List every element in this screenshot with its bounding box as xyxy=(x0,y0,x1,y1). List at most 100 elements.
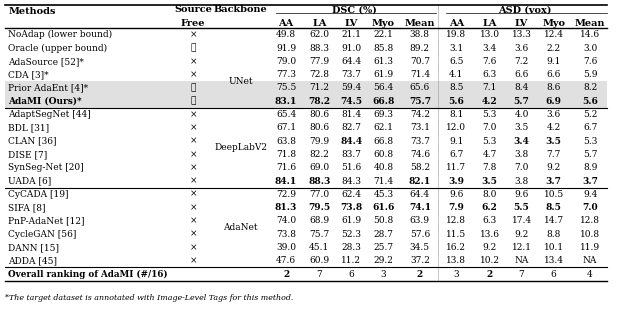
Text: 5.6: 5.6 xyxy=(582,97,598,106)
Text: LV: LV xyxy=(345,19,358,28)
Text: 81.3: 81.3 xyxy=(275,203,297,212)
Text: AdaptSegNet [44]: AdaptSegNet [44] xyxy=(8,110,91,119)
Text: 28.7: 28.7 xyxy=(373,230,394,239)
Text: BDL [31]: BDL [31] xyxy=(8,123,49,132)
Text: 19.8: 19.8 xyxy=(446,30,467,39)
Text: 61.3: 61.3 xyxy=(373,57,394,66)
Bar xyxy=(212,121,269,134)
Text: ✓: ✓ xyxy=(191,97,196,106)
Text: ×: × xyxy=(189,256,197,265)
Text: 11.9: 11.9 xyxy=(580,243,600,252)
Text: 58.2: 58.2 xyxy=(410,163,430,172)
Text: 7.8: 7.8 xyxy=(483,163,497,172)
Text: 12.0: 12.0 xyxy=(446,123,467,132)
Bar xyxy=(212,188,269,201)
Text: 6.7: 6.7 xyxy=(583,123,597,132)
Text: 17.4: 17.4 xyxy=(511,216,532,225)
Text: 3.5: 3.5 xyxy=(482,176,497,185)
Text: 72.9: 72.9 xyxy=(276,190,296,199)
Text: 3.1: 3.1 xyxy=(449,44,463,53)
Text: 79.9: 79.9 xyxy=(309,137,330,146)
Text: 5.3: 5.3 xyxy=(483,137,497,146)
Text: AdaNet: AdaNet xyxy=(223,223,258,232)
Text: 7.9: 7.9 xyxy=(449,203,464,212)
Text: 9.2: 9.2 xyxy=(547,163,561,172)
Text: 14.7: 14.7 xyxy=(543,216,564,225)
Text: 88.3: 88.3 xyxy=(308,176,330,185)
Text: 61.9: 61.9 xyxy=(341,216,362,225)
Text: 62.1: 62.1 xyxy=(373,123,394,132)
Bar xyxy=(212,95,269,108)
Text: 71.8: 71.8 xyxy=(276,150,296,159)
Text: 74.5: 74.5 xyxy=(340,97,362,106)
Text: 78.2: 78.2 xyxy=(308,97,330,106)
Text: 5.7: 5.7 xyxy=(514,97,529,106)
Text: 73.7: 73.7 xyxy=(410,137,430,146)
Text: 3.4: 3.4 xyxy=(483,44,497,53)
Text: 8.1: 8.1 xyxy=(449,110,463,119)
Text: 65.4: 65.4 xyxy=(276,110,296,119)
Text: 71.6: 71.6 xyxy=(276,163,296,172)
Text: 5.3: 5.3 xyxy=(483,110,497,119)
Text: 39.0: 39.0 xyxy=(276,243,296,252)
Text: 49.8: 49.8 xyxy=(276,30,296,39)
Bar xyxy=(212,68,269,81)
Text: 80.6: 80.6 xyxy=(309,123,330,132)
Text: 11.2: 11.2 xyxy=(341,256,362,265)
Text: 9.6: 9.6 xyxy=(515,190,529,199)
Text: AdaSource [52]*: AdaSource [52]* xyxy=(8,57,84,66)
Text: 45.1: 45.1 xyxy=(309,243,330,252)
Text: 4.0: 4.0 xyxy=(515,110,529,119)
Text: 85.8: 85.8 xyxy=(373,44,394,53)
Text: 3.5: 3.5 xyxy=(515,123,529,132)
Text: *The target dataset is annotated with Image-Level Tags for this method.: *The target dataset is annotated with Im… xyxy=(5,294,294,302)
Text: CycleGAN [56]: CycleGAN [56] xyxy=(8,230,77,239)
Text: 45.3: 45.3 xyxy=(373,190,394,199)
Text: 57.6: 57.6 xyxy=(410,230,430,239)
Text: 3: 3 xyxy=(381,270,386,278)
Text: 25.7: 25.7 xyxy=(373,243,394,252)
Text: 8.0: 8.0 xyxy=(483,190,497,199)
Text: 64.4: 64.4 xyxy=(410,190,430,199)
Text: 12.4: 12.4 xyxy=(543,30,564,39)
Text: NA: NA xyxy=(515,256,529,265)
Text: 9.1: 9.1 xyxy=(547,57,561,66)
Text: 71.2: 71.2 xyxy=(309,83,330,92)
Text: 8.2: 8.2 xyxy=(583,83,597,92)
Text: 12.1: 12.1 xyxy=(511,243,532,252)
Text: 7.0: 7.0 xyxy=(515,163,529,172)
Text: 66.8: 66.8 xyxy=(373,137,394,146)
Text: 5.6: 5.6 xyxy=(449,97,464,106)
Text: 72.8: 72.8 xyxy=(309,70,330,79)
Text: 82.7: 82.7 xyxy=(341,123,362,132)
Bar xyxy=(212,148,269,161)
Text: Source: Source xyxy=(174,5,212,14)
Text: 74.0: 74.0 xyxy=(276,216,296,225)
Text: 4.7: 4.7 xyxy=(483,150,497,159)
Bar xyxy=(5,81,607,95)
Text: 7.6: 7.6 xyxy=(483,57,497,66)
Text: CyCADA [19]: CyCADA [19] xyxy=(8,190,69,199)
Text: 34.5: 34.5 xyxy=(410,243,430,252)
Text: 84.3: 84.3 xyxy=(341,176,362,185)
Text: 7.6: 7.6 xyxy=(583,57,597,66)
Text: PnP-AdaNet [12]: PnP-AdaNet [12] xyxy=(8,216,85,225)
Text: 13.0: 13.0 xyxy=(479,30,500,39)
Text: 22.1: 22.1 xyxy=(373,30,394,39)
Text: DANN [15]: DANN [15] xyxy=(8,243,60,252)
Text: 8.4: 8.4 xyxy=(515,83,529,92)
Text: 5.9: 5.9 xyxy=(583,70,597,79)
Text: DISE [7]: DISE [7] xyxy=(8,150,47,159)
Text: 2.2: 2.2 xyxy=(547,44,561,53)
Text: 3.8: 3.8 xyxy=(515,150,529,159)
Text: ×: × xyxy=(189,163,197,172)
Text: Backbone: Backbone xyxy=(214,5,268,14)
Text: UADA [6]: UADA [6] xyxy=(8,176,52,185)
Text: Overall ranking of AdaMI (#/16): Overall ranking of AdaMI (#/16) xyxy=(8,269,168,279)
Text: 69.3: 69.3 xyxy=(373,110,394,119)
Text: 2: 2 xyxy=(417,270,423,278)
Text: 83.1: 83.1 xyxy=(275,97,297,106)
Text: 51.6: 51.6 xyxy=(341,163,362,172)
Text: 6.5: 6.5 xyxy=(449,57,463,66)
Text: 69.0: 69.0 xyxy=(309,163,330,172)
